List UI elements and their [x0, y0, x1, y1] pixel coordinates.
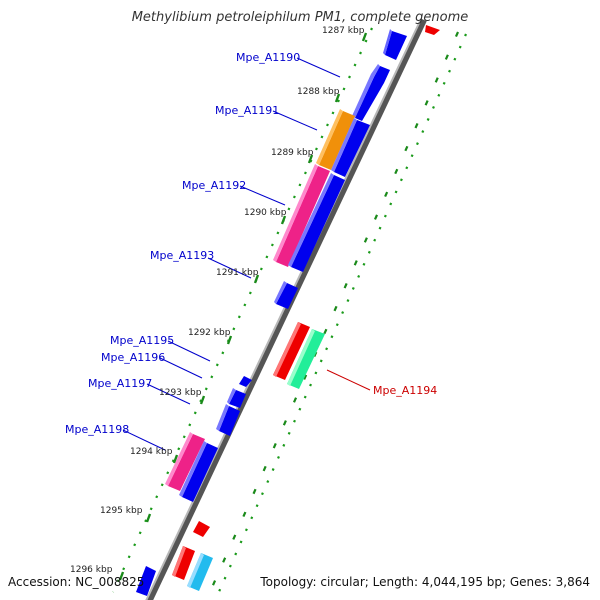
tick-label-1294: 1294 kbp: [130, 447, 173, 457]
gene-mpe-a1198[interactable]: [182, 443, 218, 502]
gene-top-partial-side: [383, 29, 392, 55]
gene-mpe-a1191-orange[interactable]: [319, 111, 355, 170]
genome-backbone: [146, 18, 427, 600]
gene-label-mpe-a1196[interactable]: Mpe_A1196: [101, 351, 165, 364]
gene-mpe-a1191[interactable]: [334, 120, 370, 177]
gene-mpe-a1198-magenta[interactable]: [168, 434, 205, 491]
gene-mpe-a1196[interactable]: [229, 390, 246, 408]
gene-top-red-partial[interactable]: [425, 25, 440, 35]
kbp-tick-marks: [118, 32, 368, 581]
gene-mpe-a1192-magenta-side: [273, 164, 318, 262]
tick-dash-track: [208, 31, 460, 593]
tick-label-1291: 1291 kbp: [216, 268, 259, 278]
tick-label-1295: 1295 kbp: [100, 506, 143, 516]
gene-mpe-a1194-red-side: [273, 322, 301, 377]
gene-mpe-a1192-magenta[interactable]: [276, 166, 330, 267]
gene-mpe-a1197-side: [216, 404, 229, 431]
genome-backbone-highlight: [145, 18, 422, 600]
gene-mpe-a1195[interactable]: [239, 376, 252, 387]
gene-mpe-a1197[interactable]: [219, 406, 240, 436]
gene-label-mpe-a1194[interactable]: Mpe_A1194: [373, 384, 437, 397]
gene-mpe-a1198-side: [179, 441, 207, 497]
label-leader-lines: [122, 57, 371, 451]
gene-bottom-cyan-side: [187, 553, 204, 588]
gene-mpe-a1190[interactable]: [355, 66, 390, 121]
gene-mpe-a1196-side: [227, 388, 236, 404]
reverse-strand-genes: [172, 25, 440, 591]
gene-mpe-a1194-red[interactable]: [273, 322, 310, 380]
tick-label-1296: 1296 kbp: [70, 565, 113, 575]
gene-top-partial[interactable]: [385, 31, 407, 60]
gene-bottom-red-side: [172, 546, 186, 577]
gene-mpe-a1191-orange-side: [316, 109, 343, 165]
gene-mpe-a1194[interactable]: [287, 329, 325, 389]
gene-label-mpe-a1191[interactable]: Mpe_A1191: [215, 104, 279, 117]
forward-strand-genes: [136, 29, 407, 596]
gene-label-mpe-a1190[interactable]: Mpe_A1190: [236, 51, 300, 64]
tick-label-1289: 1289 kbp: [271, 148, 314, 158]
genome-title: Methylibium petroleiphilum PM1, complete…: [131, 10, 469, 25]
gene-label-mpe-a1197[interactable]: Mpe_A1197: [88, 377, 152, 390]
gene-label-mpe-a1198[interactable]: Mpe_A1198: [65, 423, 129, 436]
gene-bottom-partial[interactable]: [136, 566, 156, 596]
gene-labels: Mpe_A1190 Mpe_A1191 Mpe_A1192 Mpe_A1193 …: [65, 51, 437, 436]
gene-mpe-a1192[interactable]: [291, 175, 345, 272]
gene-label-mpe-a1195[interactable]: Mpe_A1195: [110, 334, 174, 347]
kbp-tick-labels: 1287 kbp 1288 kbp 1289 kbp 1290 kbp 1291…: [70, 26, 365, 575]
gene-label-mpe-a1193[interactable]: Mpe_A1193: [150, 249, 214, 262]
gene-mpe-a1191-side: [331, 118, 357, 172]
topology-text: Topology: circular; Length: 4,044,195 bp…: [260, 575, 590, 589]
tick-label-1293: 1293 kbp: [159, 388, 202, 398]
gene-mpe-a1193[interactable]: [276, 283, 298, 309]
gene-mpe-a1190-side: [352, 64, 380, 118]
gene-mpe-a1198-magenta-side: [165, 432, 193, 486]
gene-mpe-a1194-side: [287, 329, 315, 386]
accession-text: Accession: NC_008825: [8, 575, 145, 589]
gene-mpe-a1193-side: [274, 281, 287, 304]
gene-mpe-a1192-side: [288, 173, 334, 267]
gene-label-mpe-a1192[interactable]: Mpe_A1192: [182, 179, 246, 192]
tick-label-1288: 1288 kbp: [297, 87, 340, 97]
tick-label-1292: 1292 kbp: [188, 328, 231, 338]
tick-label-1290: 1290 kbp: [244, 208, 287, 218]
gene-small-red[interactable]: [193, 521, 210, 537]
gene-bottom-red[interactable]: [172, 546, 195, 580]
tick-label-1287: 1287 kbp: [322, 26, 365, 36]
gene-bottom-cyan[interactable]: [187, 553, 213, 591]
